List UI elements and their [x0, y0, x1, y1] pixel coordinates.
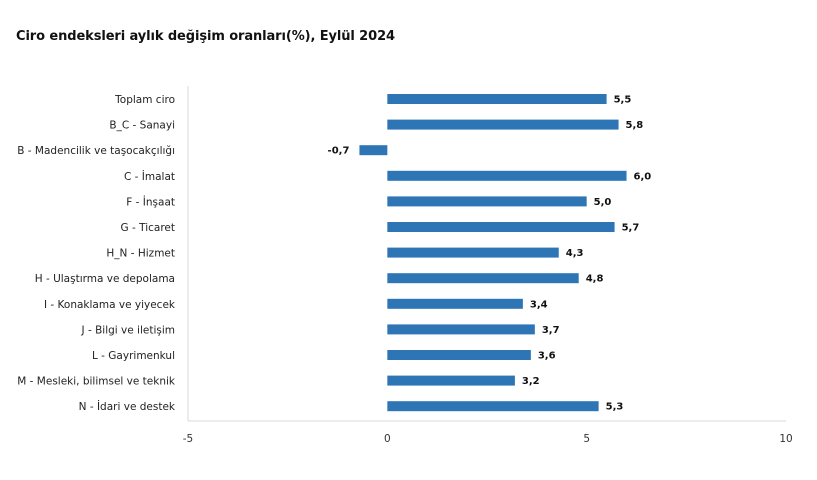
bar	[387, 170, 627, 181]
data-label: 5,3	[606, 402, 624, 413]
bar	[359, 145, 388, 156]
category-label: I - Konaklama ve yiyecek	[44, 299, 176, 311]
x-tick-label: 10	[779, 433, 792, 445]
category-label: C - İmalat	[124, 170, 175, 183]
category-label: J - Bilgi ve iletişim	[81, 324, 175, 336]
data-label: -0,7	[328, 146, 350, 157]
bar	[387, 247, 559, 258]
category-label: G - Ticaret	[121, 222, 175, 234]
data-label: 3,6	[538, 351, 556, 362]
axes	[187, 86, 786, 422]
category-label: N - İdari ve destek	[79, 400, 176, 413]
data-label: 5,5	[614, 95, 632, 106]
bar	[387, 401, 599, 412]
category-label: H_N - Hizmet	[106, 248, 175, 260]
data-label: 3,4	[530, 299, 548, 310]
data-label: 6,0	[634, 171, 652, 182]
bar	[387, 196, 587, 207]
bar	[387, 273, 579, 284]
data-label: 5,0	[594, 197, 612, 208]
category-label: H - Ulaştırma ve depolama	[35, 273, 175, 285]
bar	[387, 119, 619, 130]
category-label: B - Madencilik ve taşocakçılığı	[17, 145, 175, 157]
labels: -5 0 5 10 Toplam ciro 5,5 B_C - Sanayi 5,8 B - M…	[17, 94, 792, 445]
data-label: 3,7	[542, 325, 560, 336]
x-tick-label: 0	[384, 433, 391, 445]
bar	[387, 298, 523, 309]
category-label: L - Gayrimenkul	[92, 350, 175, 362]
category-label: Toplam ciro	[114, 94, 175, 106]
data-label: 3,2	[522, 376, 540, 387]
bar	[387, 324, 535, 335]
bars	[359, 94, 627, 412]
chart-title: Ciro endeksleri aylık değişim oranları(%…	[16, 29, 395, 44]
bar	[387, 222, 615, 232]
bar	[387, 375, 515, 386]
bar	[387, 94, 607, 104]
category-label: M - Mesleki, bilimsel ve teknik	[17, 376, 176, 388]
data-label: 5,8	[626, 120, 644, 131]
x-tick-label: 5	[583, 433, 590, 445]
data-label: 5,7	[622, 223, 640, 234]
category-label: F - İnşaat	[126, 195, 175, 208]
data-label: 4,3	[566, 248, 584, 259]
data-label: 4,8	[586, 274, 604, 285]
bar	[387, 350, 531, 360]
x-tick-label: -5	[183, 433, 193, 445]
category-label: B_C - Sanayi	[109, 120, 175, 132]
